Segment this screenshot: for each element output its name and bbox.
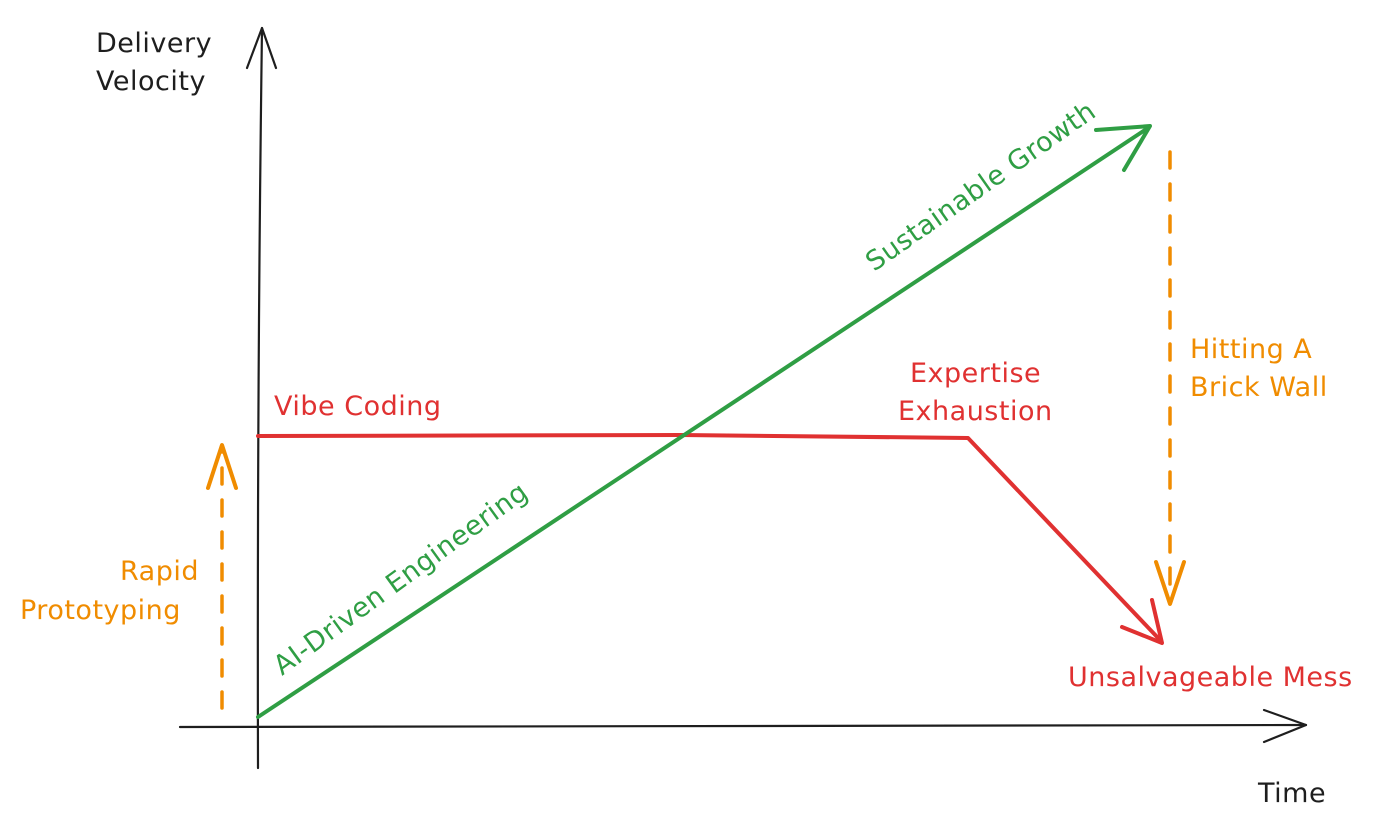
y-axis-label-line1: Delivery: [96, 28, 212, 59]
x-axis-arrowhead: [1262, 708, 1308, 744]
expertise-exhaustion-label-line2: Exhaustion: [898, 396, 1053, 427]
y-axis-arrowhead: [245, 26, 278, 70]
unsalvageable-mess-arrowhead: [1120, 598, 1164, 645]
y-axis-label-line2: Velocity: [96, 66, 206, 97]
x-axis-label: Time: [1257, 778, 1326, 809]
rapid-prototyping-arrowhead: [206, 443, 238, 490]
ai-driven-engineering-line: [256, 126, 1150, 719]
sustainable-growth-arrowhead: [1094, 124, 1152, 172]
rapid-prototyping-label-line2: Prototyping: [20, 595, 181, 626]
vibe-coding-label: Vibe Coding: [274, 391, 441, 422]
brick-wall-label-line2: Brick Wall: [1190, 372, 1328, 403]
y-axis: [256, 26, 264, 770]
expertise-exhaustion-label-line1: Expertise: [910, 358, 1041, 389]
x-axis: [178, 723, 1308, 729]
brick-wall-label-line1: Hitting A: [1190, 334, 1312, 365]
rapid-prototyping-label-line1: Rapid: [120, 556, 199, 587]
brick-wall-arrowhead: [1154, 560, 1186, 606]
sustainable-growth-label: Sustainable Growth: [860, 96, 1102, 278]
unsalvageable-mess-label: Unsalvageable Mess: [1068, 662, 1353, 693]
ai-driven-engineering-label: AI-Driven Engineering: [268, 477, 534, 682]
vibe-coding-line: [256, 433, 1162, 642]
